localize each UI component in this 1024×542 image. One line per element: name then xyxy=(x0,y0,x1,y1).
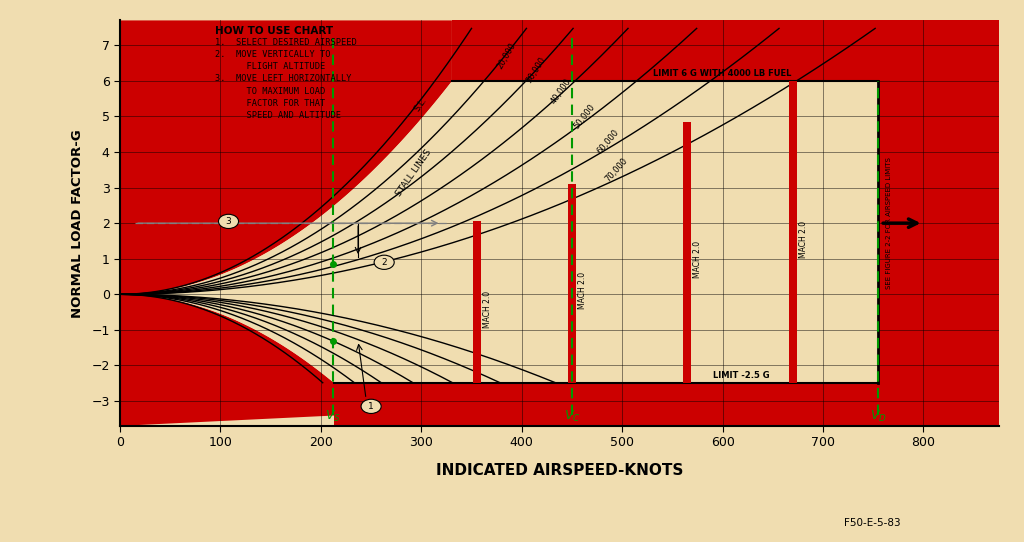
Polygon shape xyxy=(120,81,879,383)
Text: 70,000: 70,000 xyxy=(603,157,630,184)
Text: 2: 2 xyxy=(381,258,387,267)
Text: MACH 2.0: MACH 2.0 xyxy=(578,272,587,309)
Text: FLIGHT ALTITUDE: FLIGHT ALTITUDE xyxy=(215,62,326,72)
Text: STALL LINES: STALL LINES xyxy=(394,148,433,198)
Y-axis label: NORMAL LOAD FACTOR-G: NORMAL LOAD FACTOR-G xyxy=(72,129,84,318)
Ellipse shape xyxy=(218,214,239,229)
Text: $V_C$: $V_C$ xyxy=(563,409,581,424)
Text: $V_S$: $V_S$ xyxy=(325,409,341,424)
Text: MACH 2.0: MACH 2.0 xyxy=(799,221,808,258)
Text: $V_D$: $V_D$ xyxy=(869,409,887,424)
X-axis label: INDICATED AIRSPEED-KNOTS: INDICATED AIRSPEED-KNOTS xyxy=(436,463,683,478)
Ellipse shape xyxy=(361,399,381,414)
Text: 20,000: 20,000 xyxy=(496,41,517,70)
Text: TO MAXIMUM LOAD: TO MAXIMUM LOAD xyxy=(215,87,326,95)
Text: 30,000: 30,000 xyxy=(524,55,547,85)
Text: MACH 2.0: MACH 2.0 xyxy=(482,291,492,328)
Text: SEE FIGURE 2-2 FOR AIRSPEED LIMITS: SEE FIGURE 2-2 FOR AIRSPEED LIMITS xyxy=(887,157,892,289)
Text: 1: 1 xyxy=(369,402,374,411)
Text: MACH 2.0: MACH 2.0 xyxy=(693,241,702,278)
Polygon shape xyxy=(120,21,452,294)
Text: 60,000: 60,000 xyxy=(595,127,621,156)
Text: 2.  MOVE VERTICALLY TO: 2. MOVE VERTICALLY TO xyxy=(215,50,331,59)
Text: LIMIT 6 G WITH 4000 LB FUEL: LIMIT 6 G WITH 4000 LB FUEL xyxy=(653,69,792,78)
Text: LIMIT -2.5 G: LIMIT -2.5 G xyxy=(713,371,769,380)
Ellipse shape xyxy=(374,255,394,269)
Text: HOW TO USE CHART: HOW TO USE CHART xyxy=(215,26,334,36)
Text: S.L.: S.L. xyxy=(413,95,429,113)
Polygon shape xyxy=(120,294,998,426)
Text: 50,000: 50,000 xyxy=(572,102,597,131)
Text: 3.  MOVE LEFT HORIZONTALLY: 3. MOVE LEFT HORIZONTALLY xyxy=(215,74,352,83)
Text: 3: 3 xyxy=(225,217,231,226)
Text: 40,000: 40,000 xyxy=(549,77,572,106)
Text: FACTOR FOR THAT: FACTOR FOR THAT xyxy=(215,99,326,108)
Text: 1.  SELECT DESIRED AIRSPEED: 1. SELECT DESIRED AIRSPEED xyxy=(215,38,357,47)
Text: F50-E-5-83: F50-E-5-83 xyxy=(845,518,901,528)
Text: SPEED AND ALTITUDE: SPEED AND ALTITUDE xyxy=(215,111,341,120)
